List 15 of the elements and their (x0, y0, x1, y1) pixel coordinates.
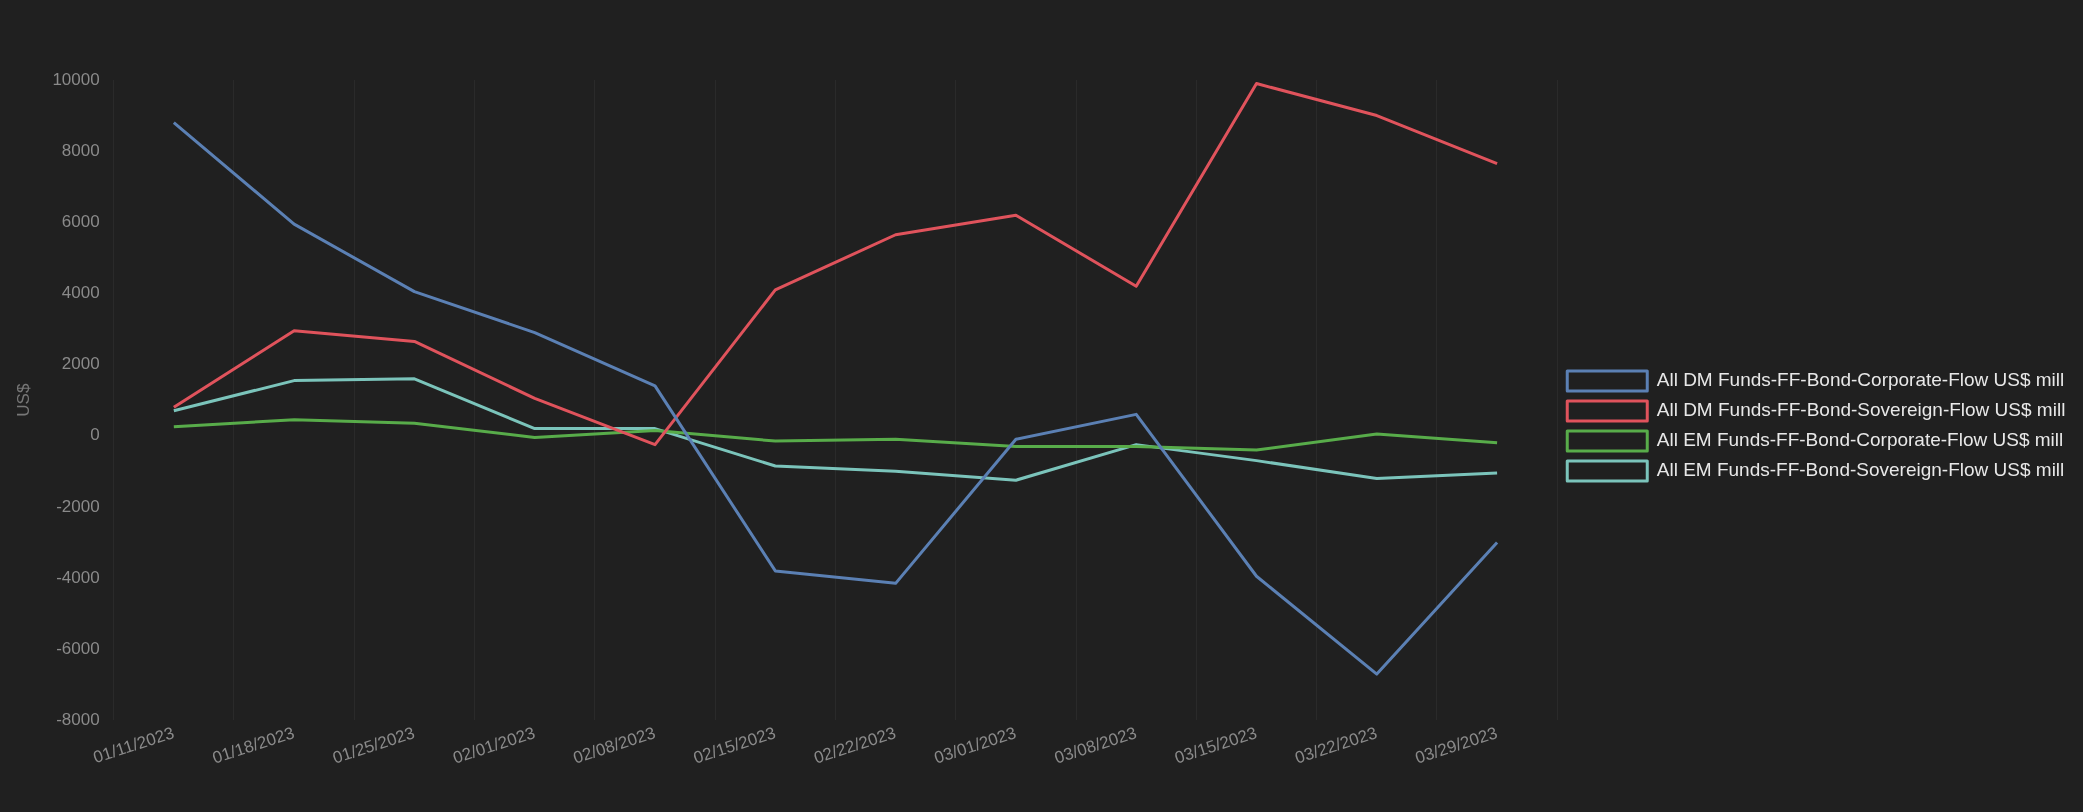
y-tick-label: 10000 (52, 69, 100, 89)
legend-label: All DM Funds-FF-Bond-Corporate-Flow US$ mill (1656, 369, 2065, 391)
y-tick-label: 2000 (61, 354, 100, 374)
y-tick-label: 0 (90, 425, 100, 445)
y-tick-label: -6000 (56, 638, 100, 658)
y-tick-label: 4000 (61, 283, 100, 303)
y-tick-label: -4000 (56, 567, 100, 587)
y-tick-label: -2000 (56, 496, 100, 516)
y-axis-title: US$ (13, 383, 33, 417)
y-tick-label: 6000 (61, 211, 100, 231)
legend-label: All EM Funds-FF-Bond-Corporate-Flow US$ mill (1656, 429, 2064, 451)
y-tick-label: -8000 (56, 709, 100, 729)
y-tick-label: 8000 (61, 140, 100, 160)
legend-label: All DM Funds-FF-Bond-Sovereign-Flow US$ mill (1656, 399, 2066, 421)
legend-label: All EM Funds-FF-Bond-Sovereign-Flow US$ mill (1656, 459, 2065, 481)
